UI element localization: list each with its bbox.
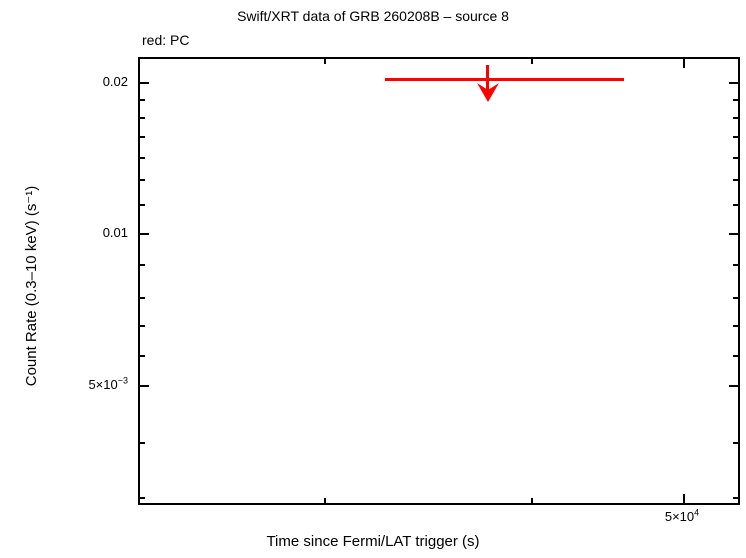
y-tick-minor-right-0.003 [733, 497, 738, 499]
y-tick-minor-0.017 [140, 136, 145, 138]
y-tick-minor-right-0.019 [733, 99, 738, 101]
x-tick-label-5e4: 5×104 [622, 507, 742, 524]
y-tick-minor-right-0.016 [733, 157, 738, 159]
y-tick-minor-right-0.013 [733, 264, 738, 266]
y-tick-minor-right-0.014 [733, 204, 738, 206]
y-tick-major-0.01 [140, 233, 149, 235]
y-tick-minor-right-0.017 [733, 136, 738, 138]
y-tick-minor-right-0.004 [733, 442, 738, 444]
x-tick-major-top-5e4 [683, 59, 685, 68]
x-tick-minor-4e4 [531, 498, 533, 503]
y-tick-major-5e-3 [140, 385, 149, 387]
y-tick-minor-0.018 [140, 117, 145, 119]
x-tick-minor-3e4 [324, 498, 326, 503]
y-tick-label-0.01: 0.01 [102, 225, 128, 240]
upper-limit-arrowhead-icon [477, 83, 499, 102]
y-tick-minor-0.014 [140, 204, 145, 206]
y-tick-mantissa: 5×10 [88, 377, 118, 392]
y-tick-minor-0.013 [140, 264, 145, 266]
y-tick-minor-right-0.011 [733, 325, 738, 327]
upper-limit-arrow-stem [486, 65, 489, 91]
y-tick-minor-0.011 [140, 325, 145, 327]
y-tick-label-5e-3: 5×10−3 [8, 375, 128, 392]
x-tick-major-5e4 [683, 494, 685, 503]
y-tick-minor-0.015 [140, 179, 145, 181]
y-axis-title: Count Rate (0.3–10 keV) (s⁻¹) [23, 185, 40, 387]
legend-pc-note: red: PC [142, 32, 190, 48]
upper-limit-horizontal-bar [385, 78, 624, 81]
x-tick-minor-top-3e4 [324, 59, 326, 64]
y-tick-minor-right-0.009 [733, 355, 738, 357]
x-axis-title: Time since Fermi/LAT trigger (s) [266, 533, 480, 550]
y-tick-minor-0.004 [140, 442, 145, 444]
y-tick-minor-0.019 [140, 99, 145, 101]
y-tick-minor-0.016 [140, 157, 145, 159]
y-tick-minor-0.012 [140, 297, 145, 299]
y-tick-label-0.02: 0.02 [102, 74, 128, 89]
y-tick-minor-0.009 [140, 355, 145, 357]
y-tick-minor-right-0.012 [733, 297, 738, 299]
x-tick-exponent: 4 [694, 507, 700, 518]
x-tick-minor-top-4e4 [531, 59, 533, 64]
y-tick-minor-0.003 [140, 497, 145, 499]
y-tick-minor-right-0.015 [733, 179, 738, 181]
y-tick-major-right-0.02 [729, 82, 738, 84]
y-tick-major-right-0.01 [729, 233, 738, 235]
x-tick-mantissa: 5×10 [664, 509, 695, 524]
page-title: Swift/XRT data of GRB 260208B – source 8 [237, 8, 509, 24]
y-tick-exponent: −3 [117, 375, 128, 386]
y-tick-minor-right-0.018 [733, 117, 738, 119]
y-tick-major-right-5e-3 [729, 385, 738, 387]
y-tick-major-0.02 [140, 82, 149, 84]
plot-axes-frame [138, 57, 740, 505]
